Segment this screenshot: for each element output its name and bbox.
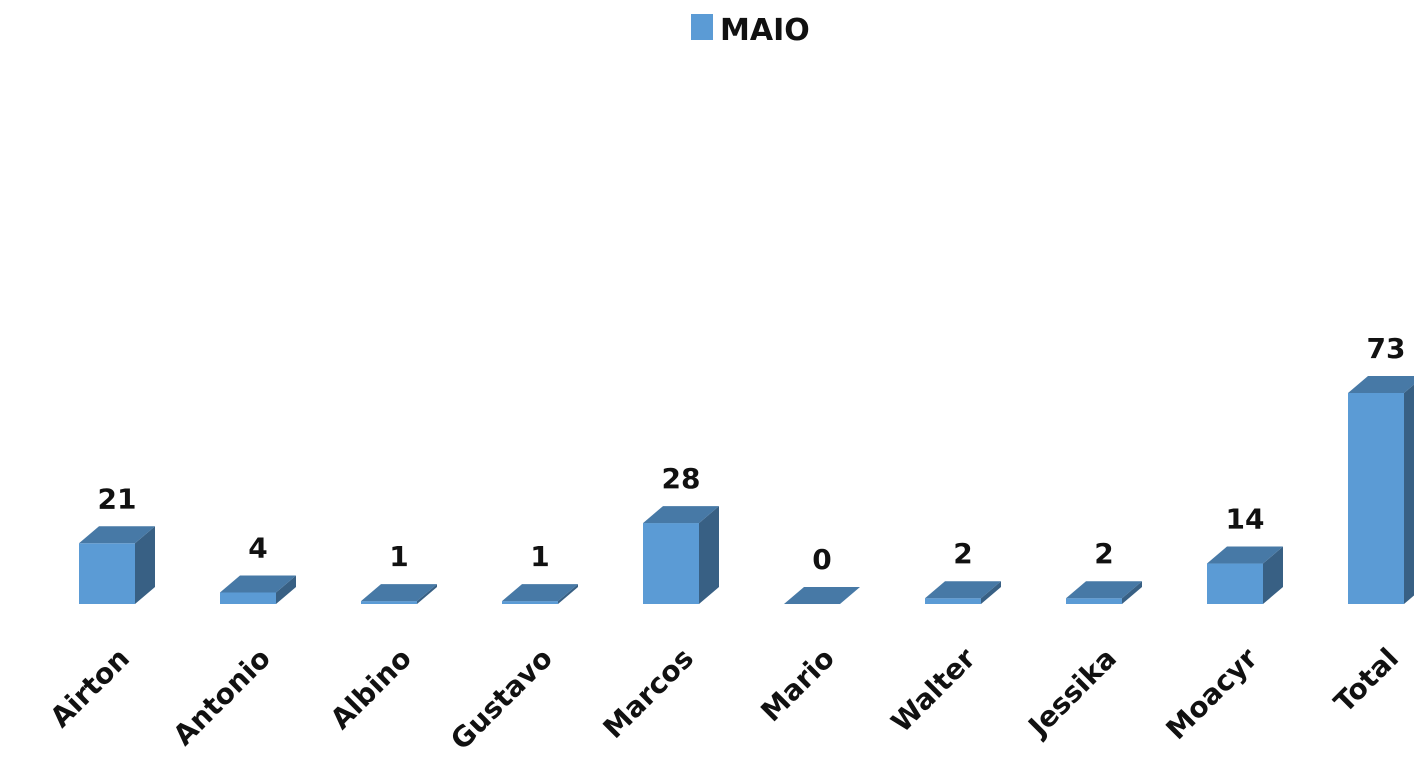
bar-total [1348, 376, 1414, 604]
bar-front-marcos [643, 523, 699, 604]
bar-gustavo [502, 584, 578, 604]
tick-label-moacyr: Moacyr [1160, 641, 1265, 746]
data-label-walter: 2 [953, 537, 972, 570]
tick-label-mario: Mario [754, 642, 841, 729]
bar-airton [79, 526, 155, 604]
bar-front-albino [361, 601, 417, 604]
data-label-total: 73 [1367, 332, 1406, 365]
bar-front-airton [79, 543, 135, 604]
bar-jessika [1066, 581, 1142, 604]
data-label-marcos: 28 [662, 462, 701, 495]
bar-antonio [220, 575, 296, 604]
chart-legend: MAIO [691, 13, 810, 48]
tick-label-jessika: Jessika [1021, 642, 1123, 744]
legend-label-maio: MAIO [720, 13, 810, 48]
bar-top-total [1348, 376, 1414, 393]
tick-label-gustavo: Gustavo [444, 642, 559, 757]
bar-marcos [643, 506, 719, 604]
tick-label-airton: Airton [44, 642, 136, 734]
tick-label-walter: Walter [885, 641, 982, 738]
bar-moacyr [1207, 547, 1283, 604]
legend-swatch [691, 14, 713, 40]
tick-label-total: Total [1328, 642, 1405, 719]
bar-front-moacyr [1207, 564, 1263, 604]
bar-front-jessika [1066, 598, 1122, 604]
bar-side-marcos [699, 506, 719, 604]
data-label-moacyr: 14 [1226, 503, 1265, 536]
bar-side-total [1404, 376, 1414, 604]
data-label-airton: 21 [98, 482, 137, 515]
bar-mario [784, 587, 860, 604]
data-label-albino: 1 [389, 540, 408, 573]
bar-top-albino [361, 584, 437, 601]
x-axis-tick-labels: Airton Antonio Albino Gustavo Marcos Mario Wal… [44, 641, 1405, 756]
tick-label-marcos: Marcos [597, 642, 700, 745]
data-label-jessika: 2 [1094, 537, 1113, 570]
tick-label-antonio: Antonio [167, 642, 277, 752]
bar-walter [925, 581, 1001, 604]
bar-front-walter [925, 598, 981, 604]
bar-front-gustavo [502, 601, 558, 604]
bar-top-gustavo [502, 584, 578, 601]
data-label-antonio: 4 [248, 531, 267, 564]
bar-front-antonio [220, 592, 276, 604]
tick-label-albino: Albino [324, 642, 418, 736]
data-label-mario: 0 [812, 543, 831, 576]
data-label-gustavo: 1 [530, 540, 549, 573]
bar-albino [361, 584, 437, 604]
bar-front-total [1348, 393, 1404, 604]
bar-top-mario [784, 587, 860, 604]
bar-group [79, 376, 1414, 604]
